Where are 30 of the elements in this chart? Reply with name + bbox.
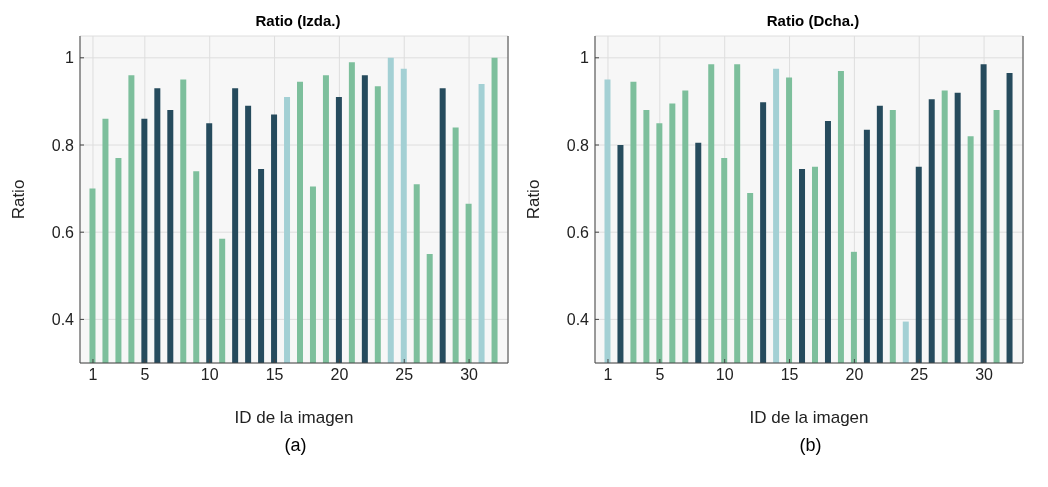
text: (b) xyxy=(799,435,822,455)
y-axis-title: Ratio xyxy=(9,179,29,220)
x-tick-label: 20 xyxy=(845,366,864,384)
x-tick-label: 10 xyxy=(200,366,219,384)
x-axis-title: ID de la imagen xyxy=(749,408,869,427)
text: (a) xyxy=(284,435,307,455)
y-tick-label: 0.8 xyxy=(566,136,590,154)
y-tick-label: 0.4 xyxy=(566,311,590,329)
y-tick-label: 1 xyxy=(580,49,590,67)
x-tick-label: 25 xyxy=(395,366,414,384)
x-tick-label: 1 xyxy=(603,366,613,384)
y-tick-label: 0.6 xyxy=(566,223,590,241)
x-tick-label: 25 xyxy=(910,366,929,384)
x-tick-label: 5 xyxy=(655,366,665,384)
x-tick-label: 30 xyxy=(975,366,994,384)
chart-title: Ratio (Izda.) xyxy=(255,12,341,29)
y-tick-label: 1 xyxy=(65,49,75,67)
y-tick-label: 0.8 xyxy=(51,136,75,154)
x-tick-label: 20 xyxy=(330,366,349,384)
chart-title: Ratio (Dcha.) xyxy=(766,12,860,29)
x-tick-label: 30 xyxy=(460,366,479,384)
x-tick-label: 10 xyxy=(715,366,734,384)
x-axis-title: ID de la imagen xyxy=(234,408,354,427)
x-tick-label: 15 xyxy=(780,366,799,384)
y-tick-label: 0.4 xyxy=(51,311,75,329)
x-tick-label: 15 xyxy=(265,366,284,384)
y-tick-label: 0.6 xyxy=(51,223,75,241)
y-axis-title: Ratio xyxy=(524,179,544,220)
x-tick-label: 5 xyxy=(140,366,150,384)
x-tick-label: 1 xyxy=(88,366,98,384)
